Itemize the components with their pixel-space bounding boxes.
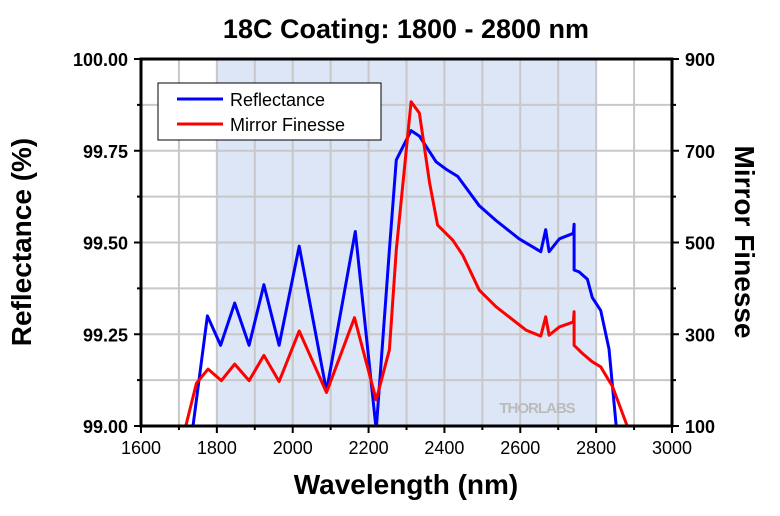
x-tick-label: 2000 [273,438,313,458]
x-tick-label: 1600 [121,438,161,458]
x-tick-label: 1800 [197,438,237,458]
y2-tick-label: 900 [685,50,715,70]
y-axis-label: Reflectance (%) [6,138,37,347]
x-tick-label: 2200 [349,438,389,458]
y-tick-label: 100.00 [73,50,128,70]
x-tick-label: 3000 [652,438,692,458]
series-line-mirror-finesse [184,100,629,426]
chart-title: 18C Coating: 1800 - 2800 nm [223,14,589,44]
y-tick-label: 99.75 [83,142,128,162]
watermark: THORLABS [499,400,575,417]
y2-tick-label: 100 [685,417,715,437]
y-tick-label: 99.00 [83,417,128,437]
legend: Reflectance Mirror Finesse [157,82,382,141]
y2-axis-label: Mirror Finesse [729,146,760,339]
y-tick-label: 99.50 [83,234,128,254]
legend-label-reflectance: Reflectance [230,90,325,110]
y-tick-label: 99.25 [83,325,128,345]
series-line-reflectance [191,129,618,426]
y2-tick-label: 700 [685,142,715,162]
x-tick-label: 2600 [500,438,540,458]
x-tick-label: 2800 [576,438,616,458]
y2-tick-label: 300 [685,325,715,345]
legend-label-finesse: Mirror Finesse [230,115,345,135]
y2-tick-label: 500 [685,234,715,254]
x-axis-label: Wavelength (nm) [294,469,519,500]
x-tick-label: 2400 [424,438,464,458]
